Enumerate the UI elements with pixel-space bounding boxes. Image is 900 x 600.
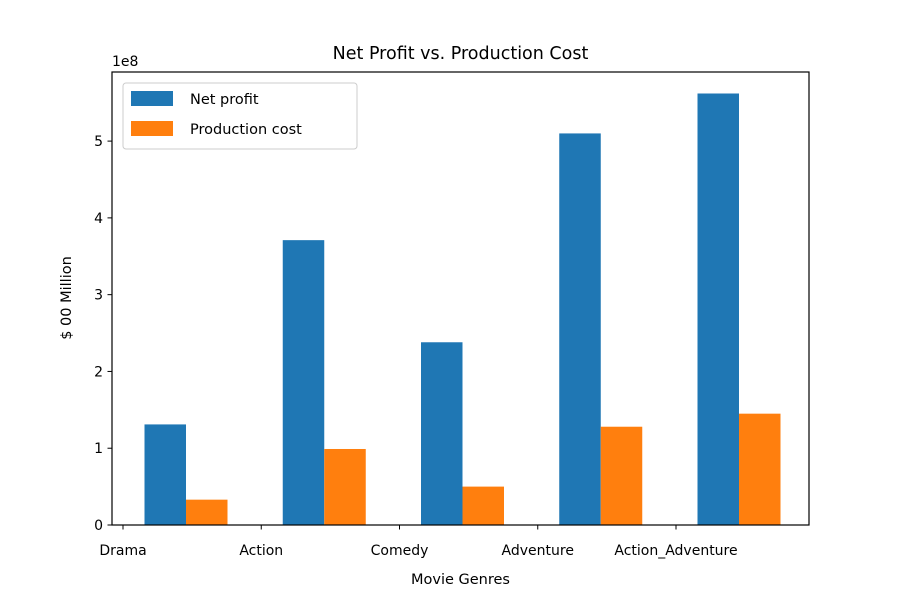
y-tick-label: 2	[94, 364, 103, 380]
x-axis-label: Movie Genres	[411, 572, 510, 588]
bar-net-profit-comedy	[421, 342, 463, 525]
legend-entry-label: Net profit	[190, 92, 259, 108]
chart-title: Net Profit vs. Production Cost	[333, 44, 589, 64]
y-tick-label: 4	[94, 211, 103, 227]
y-offset-label: 1e8	[112, 54, 138, 70]
legend-swatch	[131, 121, 173, 136]
bars-group	[144, 93, 781, 526]
x-tick-label: Action	[239, 543, 283, 559]
legend-entry-label: Production cost	[190, 122, 302, 138]
x-tick-label: Drama	[99, 543, 146, 559]
plot-frame	[111, 71, 810, 526]
bar-production-cost-action_adventure	[739, 413, 781, 525]
y-tick-label: 5	[94, 134, 103, 150]
bar-production-cost-adventure	[600, 426, 643, 525]
x-tick-label: Comedy	[371, 543, 429, 559]
legend-box	[122, 82, 358, 150]
y-tick-label: 3	[94, 288, 103, 304]
x-tick-label: Action_Adventure	[614, 543, 737, 559]
bar-production-cost-comedy	[462, 486, 504, 525]
bar-net-profit-action_adventure	[697, 93, 739, 526]
x-ticks-group: Drama Action Comedy Adventure Action_Adventu…	[99, 525, 738, 559]
x-tick-label: Adventure	[502, 543, 574, 559]
bar-net-profit-adventure	[559, 133, 601, 526]
bar-production-cost-drama	[186, 499, 228, 525]
y-tick-label: 1	[94, 441, 103, 457]
bar-net-profit-drama	[144, 424, 186, 525]
bar-production-cost-action	[324, 448, 366, 525]
bar-net-profit-action	[282, 240, 325, 525]
legend-swatch	[131, 91, 173, 106]
y-ticks-group: 0 1 2 3 4 5	[94, 134, 112, 534]
legend: Net profit Production cost	[122, 82, 358, 150]
y-axis-label: $ 00 Million	[59, 256, 75, 340]
y-tick-label: 0	[94, 518, 103, 534]
